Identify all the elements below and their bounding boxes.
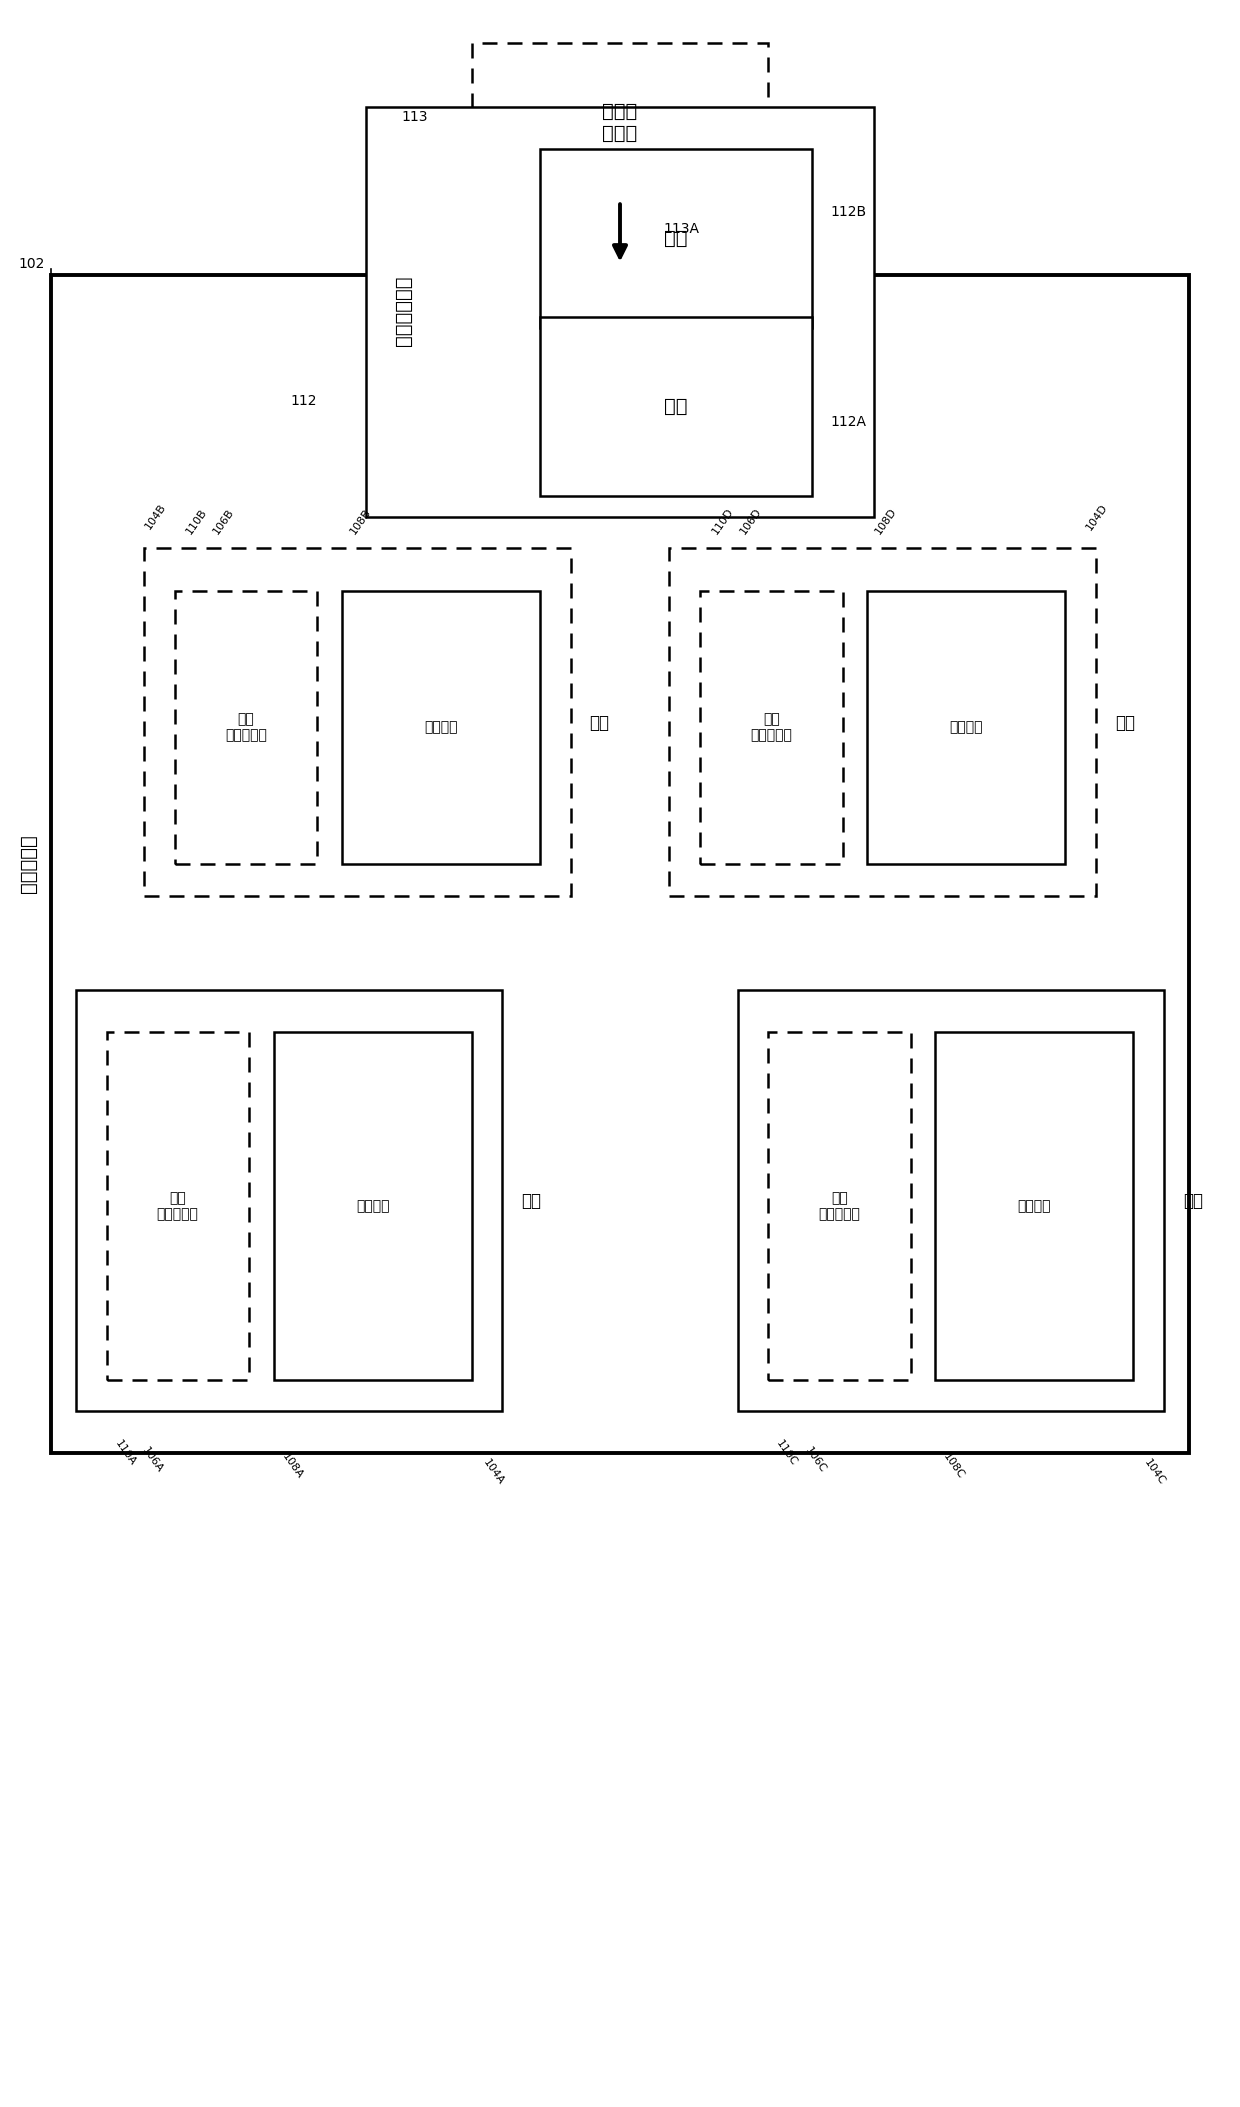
Text: 108C: 108C xyxy=(941,1452,966,1481)
Text: 部分: 部分 xyxy=(589,714,609,731)
Bar xyxy=(868,590,1065,864)
Text: 102: 102 xyxy=(19,257,45,272)
Text: 基板
冷却剂通道: 基板 冷却剂通道 xyxy=(156,1190,198,1222)
Text: 106B: 106B xyxy=(212,506,237,535)
Text: 110B: 110B xyxy=(185,506,210,535)
Bar xyxy=(701,590,843,864)
Bar xyxy=(76,990,502,1412)
Text: 112B: 112B xyxy=(831,204,867,219)
Text: 113A: 113A xyxy=(663,221,699,236)
Text: 113: 113 xyxy=(402,110,428,124)
Bar xyxy=(738,990,1164,1412)
Text: 108A: 108A xyxy=(280,1452,305,1481)
Text: 108D: 108D xyxy=(874,506,899,535)
Text: 104A: 104A xyxy=(481,1458,506,1488)
Text: 106C: 106C xyxy=(804,1445,828,1475)
Text: 104D: 104D xyxy=(1084,501,1109,531)
Text: 质子束
生成器: 质子束 生成器 xyxy=(603,101,637,143)
Text: 112A: 112A xyxy=(831,415,867,430)
Bar xyxy=(366,107,874,516)
Text: 106D: 106D xyxy=(739,506,764,535)
Text: 110A: 110A xyxy=(113,1439,138,1469)
Text: 中子源层: 中子源层 xyxy=(424,721,458,735)
Bar xyxy=(144,548,570,895)
Text: 中子源层: 中子源层 xyxy=(1018,1199,1052,1214)
Bar xyxy=(51,274,1189,1454)
Text: 110C: 110C xyxy=(775,1439,800,1469)
Text: 可旋转结构: 可旋转结构 xyxy=(19,834,38,893)
Text: 部分: 部分 xyxy=(1115,714,1135,731)
Bar xyxy=(471,44,769,202)
Text: 106A: 106A xyxy=(140,1445,165,1475)
Text: 出口: 出口 xyxy=(663,230,687,249)
Text: 108B: 108B xyxy=(347,506,372,535)
Text: 基板
冷却剂通道: 基板 冷却剂通道 xyxy=(224,712,267,742)
Text: 部分: 部分 xyxy=(521,1193,541,1209)
Bar xyxy=(274,1032,471,1380)
Text: 104B: 104B xyxy=(144,501,169,531)
Bar xyxy=(539,150,812,327)
Bar xyxy=(539,316,812,495)
Text: 110D: 110D xyxy=(711,506,735,535)
Text: 基板
冷却剂通道: 基板 冷却剂通道 xyxy=(750,712,792,742)
Bar xyxy=(342,590,539,864)
Text: 104C: 104C xyxy=(1142,1458,1167,1488)
Text: 112: 112 xyxy=(290,394,317,409)
Text: 入口: 入口 xyxy=(663,396,687,415)
Bar xyxy=(670,548,1096,895)
Text: 部分: 部分 xyxy=(1183,1193,1203,1209)
Bar xyxy=(935,1032,1133,1380)
Text: 中子源层: 中子源层 xyxy=(950,721,983,735)
Bar xyxy=(107,1032,249,1380)
Text: 旋转固定装置: 旋转固定装置 xyxy=(394,276,413,346)
Bar xyxy=(769,1032,910,1380)
Text: 中子源层: 中子源层 xyxy=(356,1199,389,1214)
Text: 基板
冷却剂通道: 基板 冷却剂通道 xyxy=(818,1190,861,1222)
Bar xyxy=(175,590,317,864)
